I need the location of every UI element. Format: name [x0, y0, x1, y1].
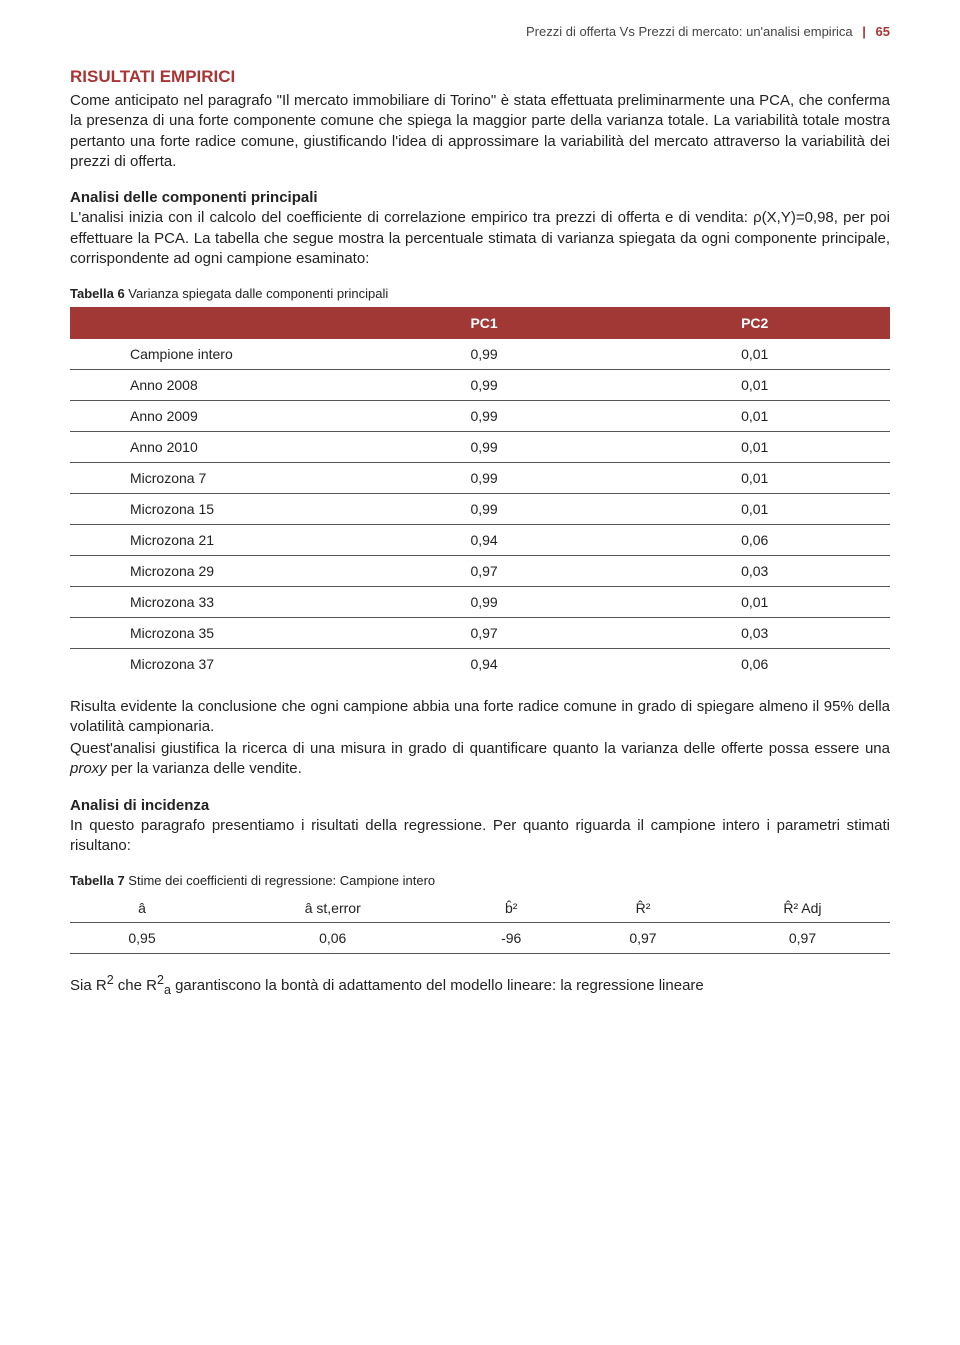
subhead-analisi-incidenza: Analisi di incidenza — [70, 797, 209, 814]
table6-cell-name: Microzona 7 — [70, 462, 349, 493]
section-title-risultati: RISULTATI EMPIRICI — [70, 67, 890, 87]
table7-c1: 0,95 — [70, 922, 214, 953]
table6-cell-pc1: 0,97 — [349, 617, 620, 648]
table-row: Microzona 330,990,01 — [70, 586, 890, 617]
table6-cell-name: Microzona 21 — [70, 524, 349, 555]
table-row: Campione intero0,990,01 — [70, 339, 890, 370]
table-row: Microzona 70,990,01 — [70, 462, 890, 493]
table6-cell-pc2: 0,06 — [619, 524, 890, 555]
table-row: Anno 20080,990,01 — [70, 369, 890, 400]
table6: PC1 PC2 Campione intero0,990,01Anno 2008… — [70, 307, 890, 679]
table6-cell-pc1: 0,97 — [349, 555, 620, 586]
table6-cell-name: Campione intero — [70, 339, 349, 370]
table6-cell-pc1: 0,94 — [349, 648, 620, 679]
table6-cell-pc1: 0,99 — [349, 586, 620, 617]
table6-cell-pc1: 0,99 — [349, 369, 620, 400]
table-row: Microzona 370,940,06 — [70, 648, 890, 679]
table-row: Microzona 210,940,06 — [70, 524, 890, 555]
table6-cell-pc2: 0,06 — [619, 648, 890, 679]
table6-caption: Tabella 6 Varianza spiegata dalle compon… — [70, 285, 890, 303]
table-row: Microzona 150,990,01 — [70, 493, 890, 524]
table6-cell-name: Microzona 15 — [70, 493, 349, 524]
table7-caption-label: Tabella 7 — [70, 873, 125, 888]
table6-cell-pc2: 0,03 — [619, 617, 890, 648]
table6-cell-pc2: 0,01 — [619, 431, 890, 462]
table6-cell-name: Anno 2008 — [70, 369, 349, 400]
table7-c4: 0,97 — [571, 922, 715, 953]
table6-cell-pc1: 0,99 — [349, 431, 620, 462]
proxy-italic: proxy — [70, 760, 107, 777]
table7-caption: Tabella 7 Stime dei coefficienti di regr… — [70, 872, 890, 890]
table6-cell-name: Microzona 33 — [70, 586, 349, 617]
paragraph-conclusion-2: Quest'analisi giustifica la ricerca di u… — [70, 739, 890, 780]
table6-cell-pc1: 0,99 — [349, 493, 620, 524]
table6-cell-pc1: 0,99 — [349, 400, 620, 431]
paragraph-conclusion-1: Risulta evidente la conclusione che ogni… — [70, 697, 890, 738]
table7-c2: 0,06 — [214, 922, 451, 953]
table6-header-pc1: PC1 — [349, 307, 620, 339]
table-row: Anno 20100,990,01 — [70, 431, 890, 462]
table7-h2: â st,error — [214, 894, 451, 923]
table7-header-row: â â st,error b̂² R̂² R̂² Adj — [70, 894, 890, 923]
table7-c5: 0,97 — [715, 922, 890, 953]
table6-cell-pc2: 0,01 — [619, 400, 890, 431]
table6-cell-name: Microzona 35 — [70, 617, 349, 648]
table6-cell-pc2: 0,01 — [619, 339, 890, 370]
table6-caption-text: Varianza spiegata dalle componenti princ… — [125, 286, 389, 301]
table6-header-row: PC1 PC2 — [70, 307, 890, 339]
paragraph-footer: Sia R2 che R2a garantiscono la bontà di … — [70, 972, 890, 999]
table7-h3: b̂² — [451, 894, 571, 923]
header-separator: | — [862, 24, 866, 39]
running-header: Prezzi di offerta Vs Prezzi di mercato: … — [70, 24, 890, 39]
table6-cell-pc1: 0,94 — [349, 524, 620, 555]
table6-cell-pc2: 0,01 — [619, 462, 890, 493]
table6-cell-pc2: 0,01 — [619, 493, 890, 524]
table6-cell-pc2: 0,01 — [619, 586, 890, 617]
table7-caption-text: Stime dei coefficienti di regressione: C… — [125, 873, 435, 888]
table6-cell-name: Microzona 37 — [70, 648, 349, 679]
table-row: Microzona 350,970,03 — [70, 617, 890, 648]
table6-cell-name: Anno 2009 — [70, 400, 349, 431]
table7-data-row: 0,95 0,06 -96 0,97 0,97 — [70, 922, 890, 953]
paragraph-intro: Come anticipato nel paragrafo "Il mercat… — [70, 91, 890, 172]
paragraph-analisi-incidenza: Analisi di incidenza In questo paragrafo… — [70, 796, 890, 857]
table7-h1: â — [70, 894, 214, 923]
table7: â â st,error b̂² R̂² R̂² Adj 0,95 0,06 -… — [70, 894, 890, 954]
page-number: 65 — [876, 24, 890, 39]
page-container: Prezzi di offerta Vs Prezzi di mercato: … — [0, 0, 960, 1039]
table6-header-empty — [70, 307, 349, 339]
subhead-analisi-componenti: Analisi delle componenti principali — [70, 189, 318, 206]
table6-caption-label: Tabella 6 — [70, 286, 125, 301]
table6-header-pc2: PC2 — [619, 307, 890, 339]
table6-cell-name: Microzona 29 — [70, 555, 349, 586]
header-title: Prezzi di offerta Vs Prezzi di mercato: … — [526, 24, 853, 39]
text-analisi-componenti: L'analisi inizia con il calcolo del coef… — [70, 209, 890, 267]
table-row: Anno 20090,990,01 — [70, 400, 890, 431]
text-analisi-incidenza: In questo paragrafo presentiamo i risult… — [70, 817, 890, 854]
table7-h4: R̂² — [571, 894, 715, 923]
table7-h5: R̂² Adj — [715, 894, 890, 923]
table6-cell-name: Anno 2010 — [70, 431, 349, 462]
table6-cell-pc2: 0,01 — [619, 369, 890, 400]
table7-c3: -96 — [451, 922, 571, 953]
paragraph-analisi-componenti: Analisi delle componenti principali L'an… — [70, 188, 890, 269]
table6-cell-pc1: 0,99 — [349, 462, 620, 493]
table-row: Microzona 290,970,03 — [70, 555, 890, 586]
table6-cell-pc1: 0,99 — [349, 339, 620, 370]
table6-cell-pc2: 0,03 — [619, 555, 890, 586]
